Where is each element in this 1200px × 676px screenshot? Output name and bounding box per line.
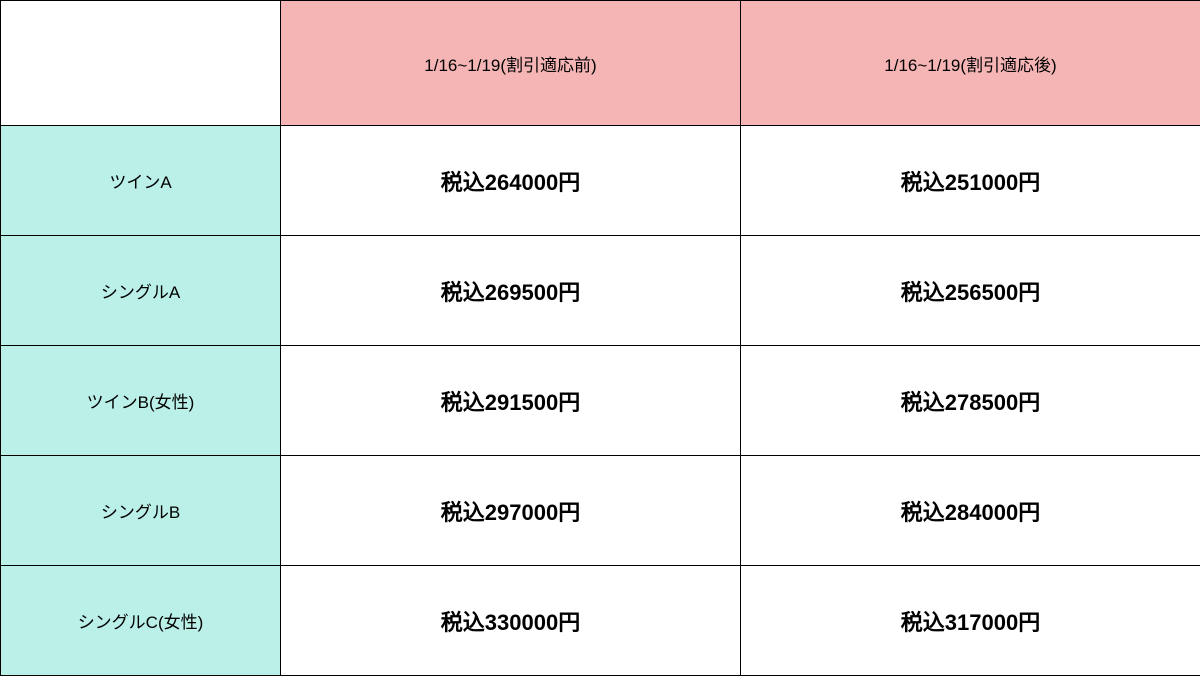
room-name-cell: ツインA [1, 126, 281, 236]
table-header-row: 1/16~1/19(割引適応前) 1/16~1/19(割引適応後) [1, 1, 1200, 126]
price-before-cell: 税込297000円 [281, 456, 741, 566]
price-after-cell: 税込317000円 [741, 566, 1200, 676]
header-after-discount: 1/16~1/19(割引適応後) [741, 1, 1200, 126]
price-after-cell: 税込284000円 [741, 456, 1200, 566]
room-name-cell: シングルA [1, 236, 281, 346]
price-after-cell: 税込251000円 [741, 126, 1200, 236]
price-after-cell: 税込256500円 [741, 236, 1200, 346]
room-name-cell: シングルC(女性) [1, 566, 281, 676]
price-before-cell: 税込330000円 [281, 566, 741, 676]
table-row: シングルC(女性) 税込330000円 税込317000円 [1, 566, 1200, 676]
header-empty-cell [1, 1, 281, 126]
table-row: シングルA 税込269500円 税込256500円 [1, 236, 1200, 346]
header-before-discount: 1/16~1/19(割引適応前) [281, 1, 741, 126]
room-name-cell: シングルB [1, 456, 281, 566]
room-name-cell: ツインB(女性) [1, 346, 281, 456]
table-row: シングルB 税込297000円 税込284000円 [1, 456, 1200, 566]
price-after-cell: 税込278500円 [741, 346, 1200, 456]
price-before-cell: 税込291500円 [281, 346, 741, 456]
price-before-cell: 税込264000円 [281, 126, 741, 236]
price-before-cell: 税込269500円 [281, 236, 741, 346]
table-row: ツインB(女性) 税込291500円 税込278500円 [1, 346, 1200, 456]
table-row: ツインA 税込264000円 税込251000円 [1, 126, 1200, 236]
pricing-table: 1/16~1/19(割引適応前) 1/16~1/19(割引適応後) ツインA 税… [0, 0, 1200, 676]
